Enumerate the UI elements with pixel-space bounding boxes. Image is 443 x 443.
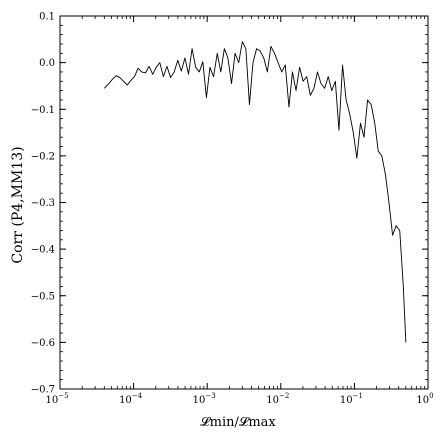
series-line-0	[103, 41, 407, 343]
x-tick-label: 10−3	[193, 392, 216, 406]
y-tick-label: −0.3	[31, 198, 55, 209]
x-axis-label: 𝓛min/𝓛max	[200, 415, 276, 430]
x-tick-label: 10−4	[119, 392, 143, 406]
y-tick-label: −0.5	[31, 291, 55, 302]
y-tick-label: −0.7	[31, 385, 55, 396]
plot-area: 10−5 10−4 10−3 10−2 10−1 100 0.1 0.0 −0.1 −0.2 −0.…	[31, 12, 434, 407]
y-tick-label: 0.0	[39, 58, 55, 69]
x-tick-label: 10−1	[340, 392, 363, 406]
x-tick-label: 10−5	[45, 392, 68, 406]
x-tick-label: 100	[416, 392, 433, 406]
y-axis-label: Corr (P4,MM13)	[10, 146, 26, 263]
y-tick-label: −0.2	[31, 151, 55, 162]
y-tick-label: −0.1	[31, 105, 55, 116]
plot-frame	[59, 15, 429, 390]
y-tick-label: −0.6	[31, 338, 55, 349]
y-tick-label: 0.1	[39, 12, 55, 23]
y-tick-label: −0.4	[31, 245, 55, 256]
x-tick-label: 10−2	[266, 392, 289, 406]
